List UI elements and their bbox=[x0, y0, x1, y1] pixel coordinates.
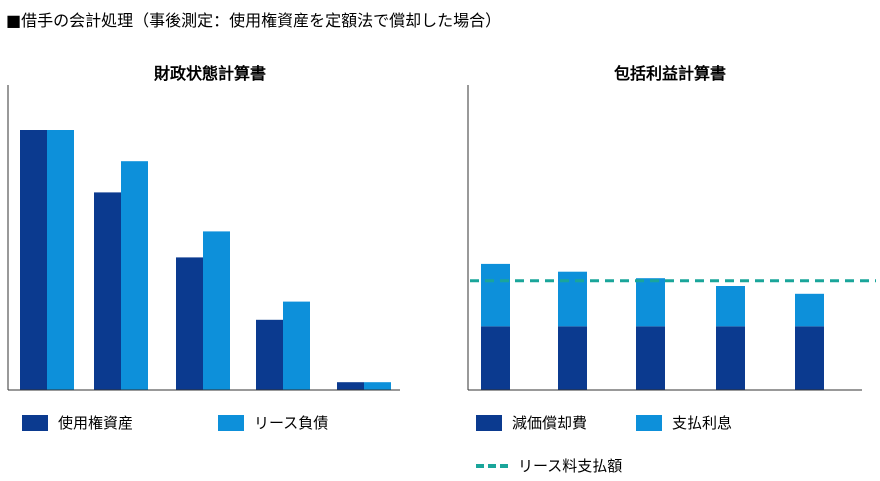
pl-bar-depreciation-3 bbox=[636, 326, 665, 390]
bs-bar-lease-liability-5 bbox=[364, 382, 391, 390]
pl-bar-depreciation-5 bbox=[795, 326, 824, 390]
bs-bar-right-of-use-asset-1 bbox=[20, 130, 47, 390]
bs-bar-right-of-use-asset-4 bbox=[256, 319, 283, 390]
legend-dash-lease-payment bbox=[476, 463, 508, 468]
bs-bar-right-of-use-asset-2 bbox=[94, 192, 121, 390]
legend-swatch-lease-liability bbox=[218, 414, 244, 431]
legend-swatch-right-of-use-asset bbox=[22, 414, 48, 431]
bs-bar-right-of-use-asset-3 bbox=[176, 257, 203, 390]
legend-lease-liability: リース負債 bbox=[218, 412, 328, 433]
page-title: ■借手の会計処理（事後測定：使用権資産を定額法で償却した場合） bbox=[6, 11, 502, 30]
pl-bar-interest-3 bbox=[636, 278, 665, 327]
legend-right-of-use-asset: 使用権資産 bbox=[22, 412, 133, 433]
pl-bar-depreciation-1 bbox=[481, 326, 510, 390]
bs-bar-lease-liability-2 bbox=[121, 161, 148, 390]
balance-sheet-chart-title: 財政状態計算書 bbox=[153, 64, 266, 83]
legend-interest: 支払利息 bbox=[636, 412, 732, 433]
bs-bar-lease-liability-3 bbox=[203, 231, 230, 390]
legend-label-interest: 支払利息 bbox=[672, 414, 733, 432]
legend-label-depreciation: 減価償却費 bbox=[512, 414, 588, 432]
bs-bar-right-of-use-asset-5 bbox=[337, 382, 364, 390]
legend-swatch-interest bbox=[636, 414, 662, 431]
income-statement-chart-title: 包括利益計算書 bbox=[613, 64, 726, 83]
legend-label-right-of-use-asset: 使用権資産 bbox=[58, 414, 134, 432]
legend-lease-payment: リース料支払額 bbox=[476, 455, 622, 476]
legend-label-lease-payment: リース料支払額 bbox=[518, 457, 623, 475]
bs-bar-lease-liability-4 bbox=[283, 301, 310, 390]
pl-bar-interest-5 bbox=[795, 293, 824, 327]
pl-bar-interest-4 bbox=[716, 286, 745, 327]
legend-depreciation: 減価償却費 bbox=[476, 412, 587, 433]
pl-bar-depreciation-4 bbox=[716, 326, 745, 390]
bs-bar-lease-liability-1 bbox=[47, 130, 74, 390]
pl-bar-interest-1 bbox=[481, 263, 510, 327]
legend-swatch-depreciation bbox=[476, 414, 502, 431]
legend-label-lease-liability: リース負債 bbox=[254, 414, 329, 432]
pl-bar-depreciation-2 bbox=[558, 326, 587, 390]
